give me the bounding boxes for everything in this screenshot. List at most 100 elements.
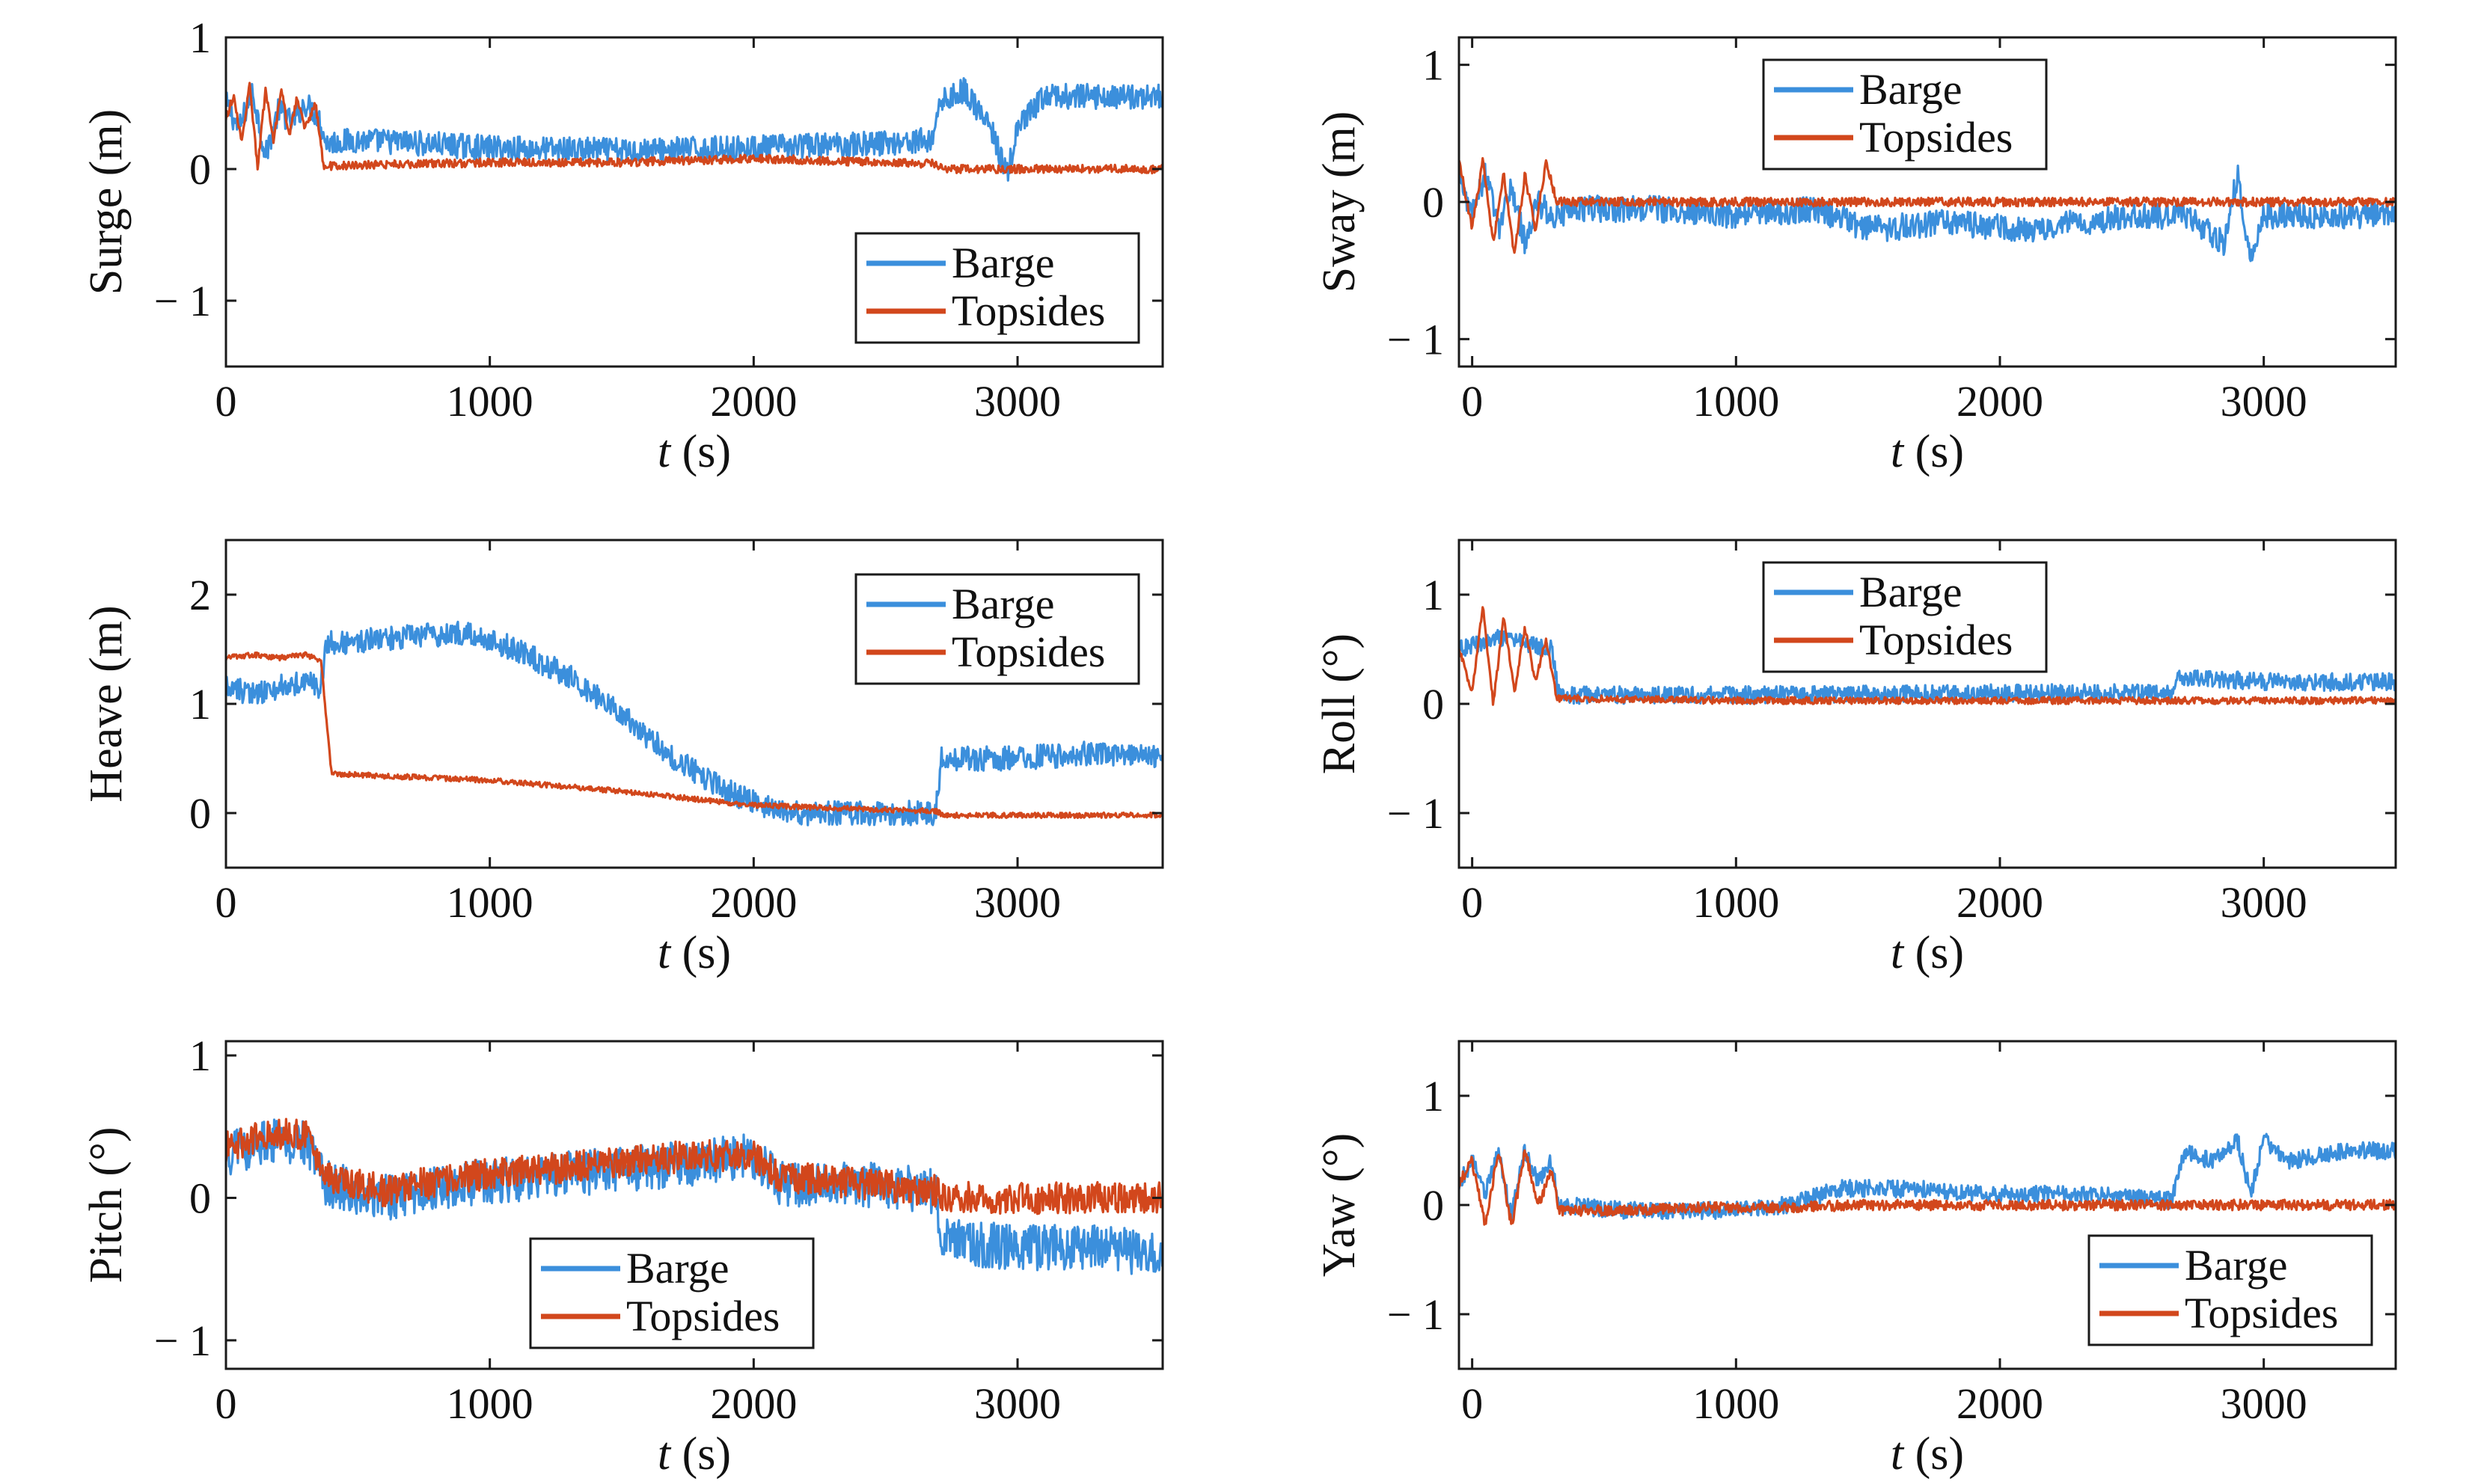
legend-box (529, 1237, 815, 1349)
legend-label-topsides: Topsides (1859, 616, 2013, 664)
x-tick-label: 3000 (2221, 878, 2307, 927)
x-axis-unit: (s) (1903, 426, 1964, 477)
legend-label-barge: Barge (1859, 65, 1962, 114)
x-tick-label: 1000 (1692, 878, 1779, 927)
series-group (1459, 606, 2396, 706)
legend-label-barge: Barge (1859, 568, 1962, 616)
series-line-topsides (226, 651, 1163, 819)
x-axis-label: t (s) (1891, 426, 1964, 477)
legend-label-topsides: Topsides (952, 286, 1105, 335)
x-tick-label: 1000 (447, 878, 533, 927)
legend-label-barge: Barge (952, 239, 1054, 287)
x-tick-label: 0 (1461, 377, 1483, 426)
x-tick-label: 0 (215, 377, 237, 426)
y-axis-label: Pitch (°) (81, 1126, 132, 1283)
x-tick-label: 3000 (974, 878, 1061, 927)
y-tick-label: − 1 (154, 277, 211, 325)
legend-label-barge: Barge (952, 580, 1054, 628)
series-group (226, 620, 1163, 827)
y-tick-label: 0 (189, 789, 211, 838)
x-tick-label: 1000 (447, 1379, 533, 1428)
y-tick-label: 0 (1422, 178, 1444, 227)
y-tick-label: 1 (189, 13, 211, 62)
legend-box (2087, 1234, 2373, 1346)
legend-box (854, 232, 1140, 344)
series-group (1459, 157, 2396, 263)
legend-box (854, 573, 1140, 685)
x-tick-label: 2000 (1957, 1379, 2043, 1428)
x-axis-label: t (s) (1891, 1429, 1964, 1480)
y-tick-label: 0 (1422, 1181, 1444, 1230)
x-axis-variable: t (1891, 927, 1905, 978)
x-axis-unit: (s) (670, 927, 731, 978)
x-axis-unit: (s) (670, 426, 731, 477)
x-tick-label: 2000 (1957, 377, 2043, 426)
x-tick-label: 2000 (710, 1379, 797, 1428)
series-group (226, 1117, 1163, 1275)
y-tick-label: 1 (189, 1031, 211, 1080)
x-tick-label: 3000 (2221, 377, 2307, 426)
legend-box (1762, 561, 2048, 673)
y-tick-label: − 1 (1387, 789, 1444, 838)
y-axis-label: Yaw (°) (1314, 1133, 1365, 1277)
x-tick-label: 2000 (710, 878, 797, 927)
y-tick-label: − 1 (154, 1316, 211, 1365)
x-tick-label: 0 (215, 1379, 237, 1428)
x-axis-unit: (s) (670, 1429, 731, 1480)
x-tick-label: 3000 (974, 1379, 1061, 1428)
x-tick-label: 0 (1461, 1379, 1483, 1428)
panel-surge: 0 1000 2000 3000 − 1 0 1 t (s) Surge (m) BargeTop… (81, 13, 1164, 477)
panel-roll: 0 1000 2000 3000 − 1 0 1 t (s) Roll (°) BargeTops… (1314, 539, 2397, 978)
series-line-barge (1459, 1132, 2396, 1224)
x-tick-label: 3000 (974, 377, 1061, 426)
panel-yaw: 0 1000 2000 3000 − 1 0 1 t (s) Yaw (°) BargeTopsi… (1314, 1040, 2397, 1480)
x-tick-label: 1000 (447, 377, 533, 426)
x-axis-variable: t (658, 426, 672, 477)
x-axis-variable: t (1891, 1429, 1905, 1480)
y-axis-label: Roll (°) (1314, 634, 1365, 774)
y-tick-label: − 1 (1387, 1290, 1444, 1339)
y-tick-label: 1 (1422, 571, 1444, 619)
axes-frame (224, 36, 1164, 368)
series-line-barge (226, 620, 1163, 827)
y-axis-label: Sway (m) (1314, 111, 1365, 293)
y-tick-label: 1 (1422, 1072, 1444, 1120)
legend-box (1762, 58, 2048, 171)
x-tick-label: 0 (215, 878, 237, 927)
x-tick-label: 2000 (1957, 878, 2043, 927)
x-axis-variable: t (658, 1429, 672, 1480)
panel-sway: 0 1000 2000 3000 − 1 0 1 t (s) Sway (m) BargeTops… (1314, 36, 2397, 477)
panel-heave: 0 1000 2000 3000 0 1 2 t (s) Heave (m) BargeTopsi… (81, 539, 1164, 978)
x-axis-label: t (s) (658, 426, 731, 477)
axes-frame (224, 1040, 1164, 1370)
x-tick-label: 1000 (1692, 1379, 1779, 1428)
x-axis-label: t (s) (1891, 927, 1964, 978)
series-group (226, 77, 1163, 182)
x-axis-variable: t (1891, 426, 1905, 477)
y-axis-label: Surge (m) (81, 109, 132, 295)
y-tick-label: 1 (189, 680, 211, 729)
legend-label-barge: Barge (626, 1244, 729, 1293)
x-tick-label: 0 (1461, 878, 1483, 927)
x-axis-unit: (s) (1903, 927, 1964, 978)
x-tick-label: 3000 (2221, 1379, 2307, 1428)
x-tick-label: 2000 (710, 377, 797, 426)
y-tick-label: 1 (1422, 41, 1444, 90)
y-tick-label: 2 (189, 571, 211, 619)
series-line-topsides (1459, 1149, 2396, 1226)
legend-label-barge: Barge (2185, 1241, 2287, 1290)
legend-label-topsides: Topsides (1859, 113, 2013, 162)
x-axis-unit: (s) (1903, 1429, 1964, 1480)
y-axis-label: Heave (m) (81, 605, 132, 802)
y-tick-label: 0 (1422, 680, 1444, 729)
y-tick-label: 0 (189, 1174, 211, 1222)
x-tick-label: 1000 (1692, 377, 1779, 426)
legend-label-topsides: Topsides (626, 1292, 780, 1340)
series-line-topsides (226, 1117, 1163, 1215)
